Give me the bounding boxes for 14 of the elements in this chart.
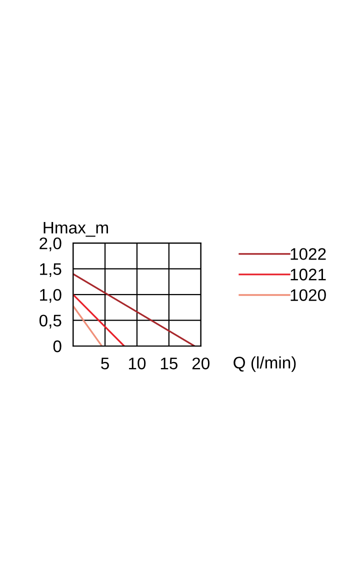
y-tick-label: 2,0 — [40, 237, 62, 252]
x-tick-label: 5 — [101, 358, 109, 370]
legend-label: 1021 — [290, 268, 326, 280]
legend-label: 1020 — [290, 289, 326, 301]
y-tick-label: 1,0 — [40, 288, 62, 303]
y-tick-label: 0,5 — [39, 314, 62, 328]
y-tick-label: 1,5 — [40, 263, 62, 277]
x-tick-label: 10 — [128, 358, 146, 370]
x-tick-label: 15 — [160, 358, 178, 370]
y-tick-label: 0 — [53, 340, 62, 352]
x-axis-title: Q (l/min) — [234, 356, 296, 372]
legend-label: 1022 — [290, 248, 326, 260]
x-tick-label: 20 — [192, 358, 210, 370]
y-axis-title: Hmax_m — [44, 222, 108, 237]
